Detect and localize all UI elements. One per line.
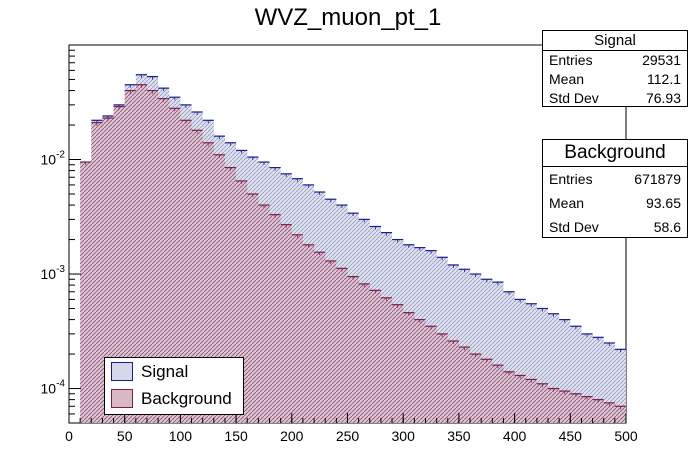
x-tick-label: 50 [117, 428, 133, 444]
legend-swatch-signal [111, 362, 133, 381]
stats-label: Mean [549, 195, 585, 211]
x-tick-label: 100 [169, 428, 193, 444]
x-tick-label: 400 [503, 428, 527, 444]
stats-row: Mean 93.65 [543, 191, 687, 215]
legend-item-signal: Signal [105, 358, 243, 385]
y-tick-label: 10-3 [41, 264, 66, 282]
stats-value: 671879 [634, 171, 681, 187]
y-tick-label: 10-4 [41, 379, 66, 397]
chart-title: WVZ_muon_pt_1 [254, 4, 442, 31]
x-tick-label: 500 [614, 428, 638, 444]
x-tick-label: 0 [65, 428, 73, 444]
stats-row: Entries 29531 [543, 51, 687, 70]
stats-label: Std Dev [549, 90, 599, 106]
stats-value: 29531 [642, 52, 681, 68]
stats-value: 76.93 [645, 90, 681, 106]
y-tick-label: 10-2 [41, 150, 66, 168]
x-tick-label: 450 [559, 428, 583, 444]
background-histogram [80, 84, 626, 423]
legend-label: Signal [141, 361, 189, 381]
x-tick-label: 200 [280, 428, 304, 444]
axes: 0 50 100 150 200 250 300 350 400 450 500 10-2 10-3 10… [41, 49, 638, 444]
stats-value: 58.6 [653, 219, 681, 235]
stats-label: Mean [549, 71, 585, 87]
stats-label: Entries [549, 171, 593, 187]
stats-box-background: Background Entries 671879 Mean 93.65 Std… [542, 139, 688, 238]
stats-title: Background [543, 140, 687, 167]
x-tick-label: 350 [447, 428, 471, 444]
legend-label: Background [141, 388, 232, 408]
x-tick-label: 250 [336, 428, 360, 444]
stats-value: 93.65 [645, 195, 681, 211]
stats-box-signal: Signal Entries 29531 Mean 112.1 Std Dev … [542, 30, 688, 107]
legend-item-background: Background [105, 385, 243, 412]
legend-swatch-background [111, 389, 133, 408]
stats-label: Std Dev [549, 219, 599, 235]
stats-value: 112.1 [647, 71, 681, 87]
stats-row: Std Dev 58.6 [543, 215, 687, 239]
stats-row: Entries 671879 [543, 167, 687, 191]
stats-title: Signal [543, 31, 687, 51]
legend: Signal Background [104, 357, 244, 415]
stats-row: Mean 112.1 [543, 70, 687, 89]
stats-label: Entries [549, 52, 593, 68]
stats-row: Std Dev 76.93 [543, 89, 687, 108]
x-tick-label: 150 [224, 428, 248, 444]
x-tick-label: 300 [392, 428, 416, 444]
background-fill [80, 84, 626, 423]
